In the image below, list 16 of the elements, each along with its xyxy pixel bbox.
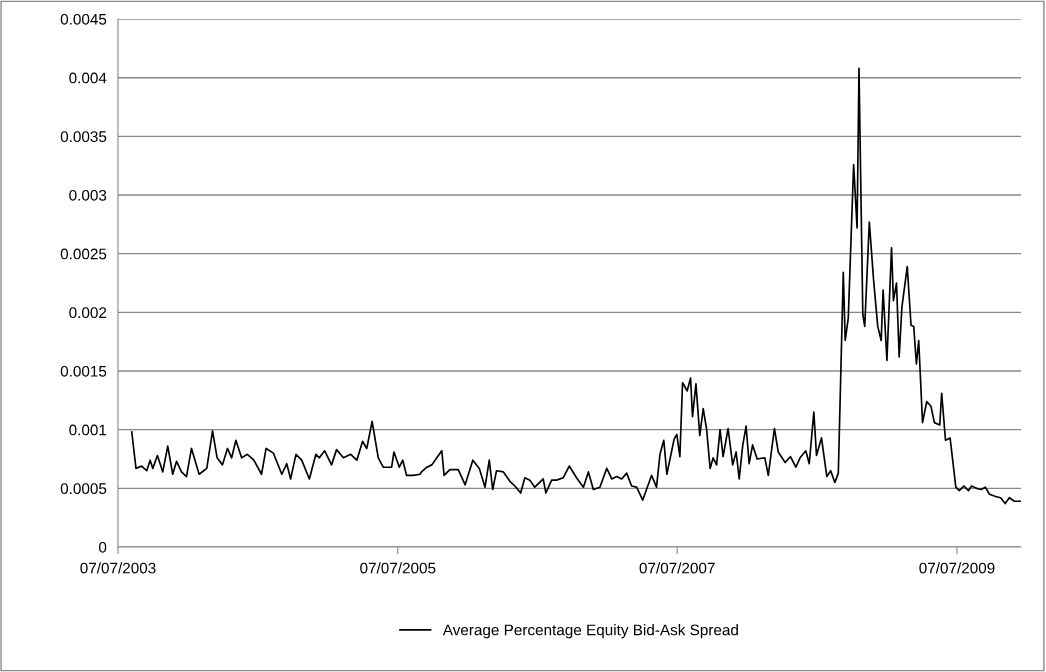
y-tick-label: 0.0035: [60, 131, 107, 143]
legend-label: Average Percentage Equity Bid-Ask Spread: [442, 624, 738, 639]
x-tick-label: 07/07/2005: [360, 562, 436, 574]
y-tick-label: 0.003: [69, 189, 107, 201]
y-tick-label: 0.0015: [60, 365, 107, 377]
y-tick-label: 0.0045: [60, 13, 107, 25]
y-tick-label: 0.0005: [60, 483, 107, 495]
y-tick-label: 0.002: [69, 307, 107, 319]
x-tick-label: 07/07/2009: [919, 562, 995, 574]
x-tick-label: 07/07/2003: [80, 562, 156, 574]
y-tick-label: 0.004: [69, 72, 107, 84]
y-tick-label: 0.0025: [60, 248, 107, 260]
line-series: [130, 67, 1021, 505]
y-tick-label: 0.001: [69, 424, 107, 436]
x-tick-label: 07/07/2007: [639, 562, 715, 574]
y-tick-label: 0: [98, 541, 107, 553]
